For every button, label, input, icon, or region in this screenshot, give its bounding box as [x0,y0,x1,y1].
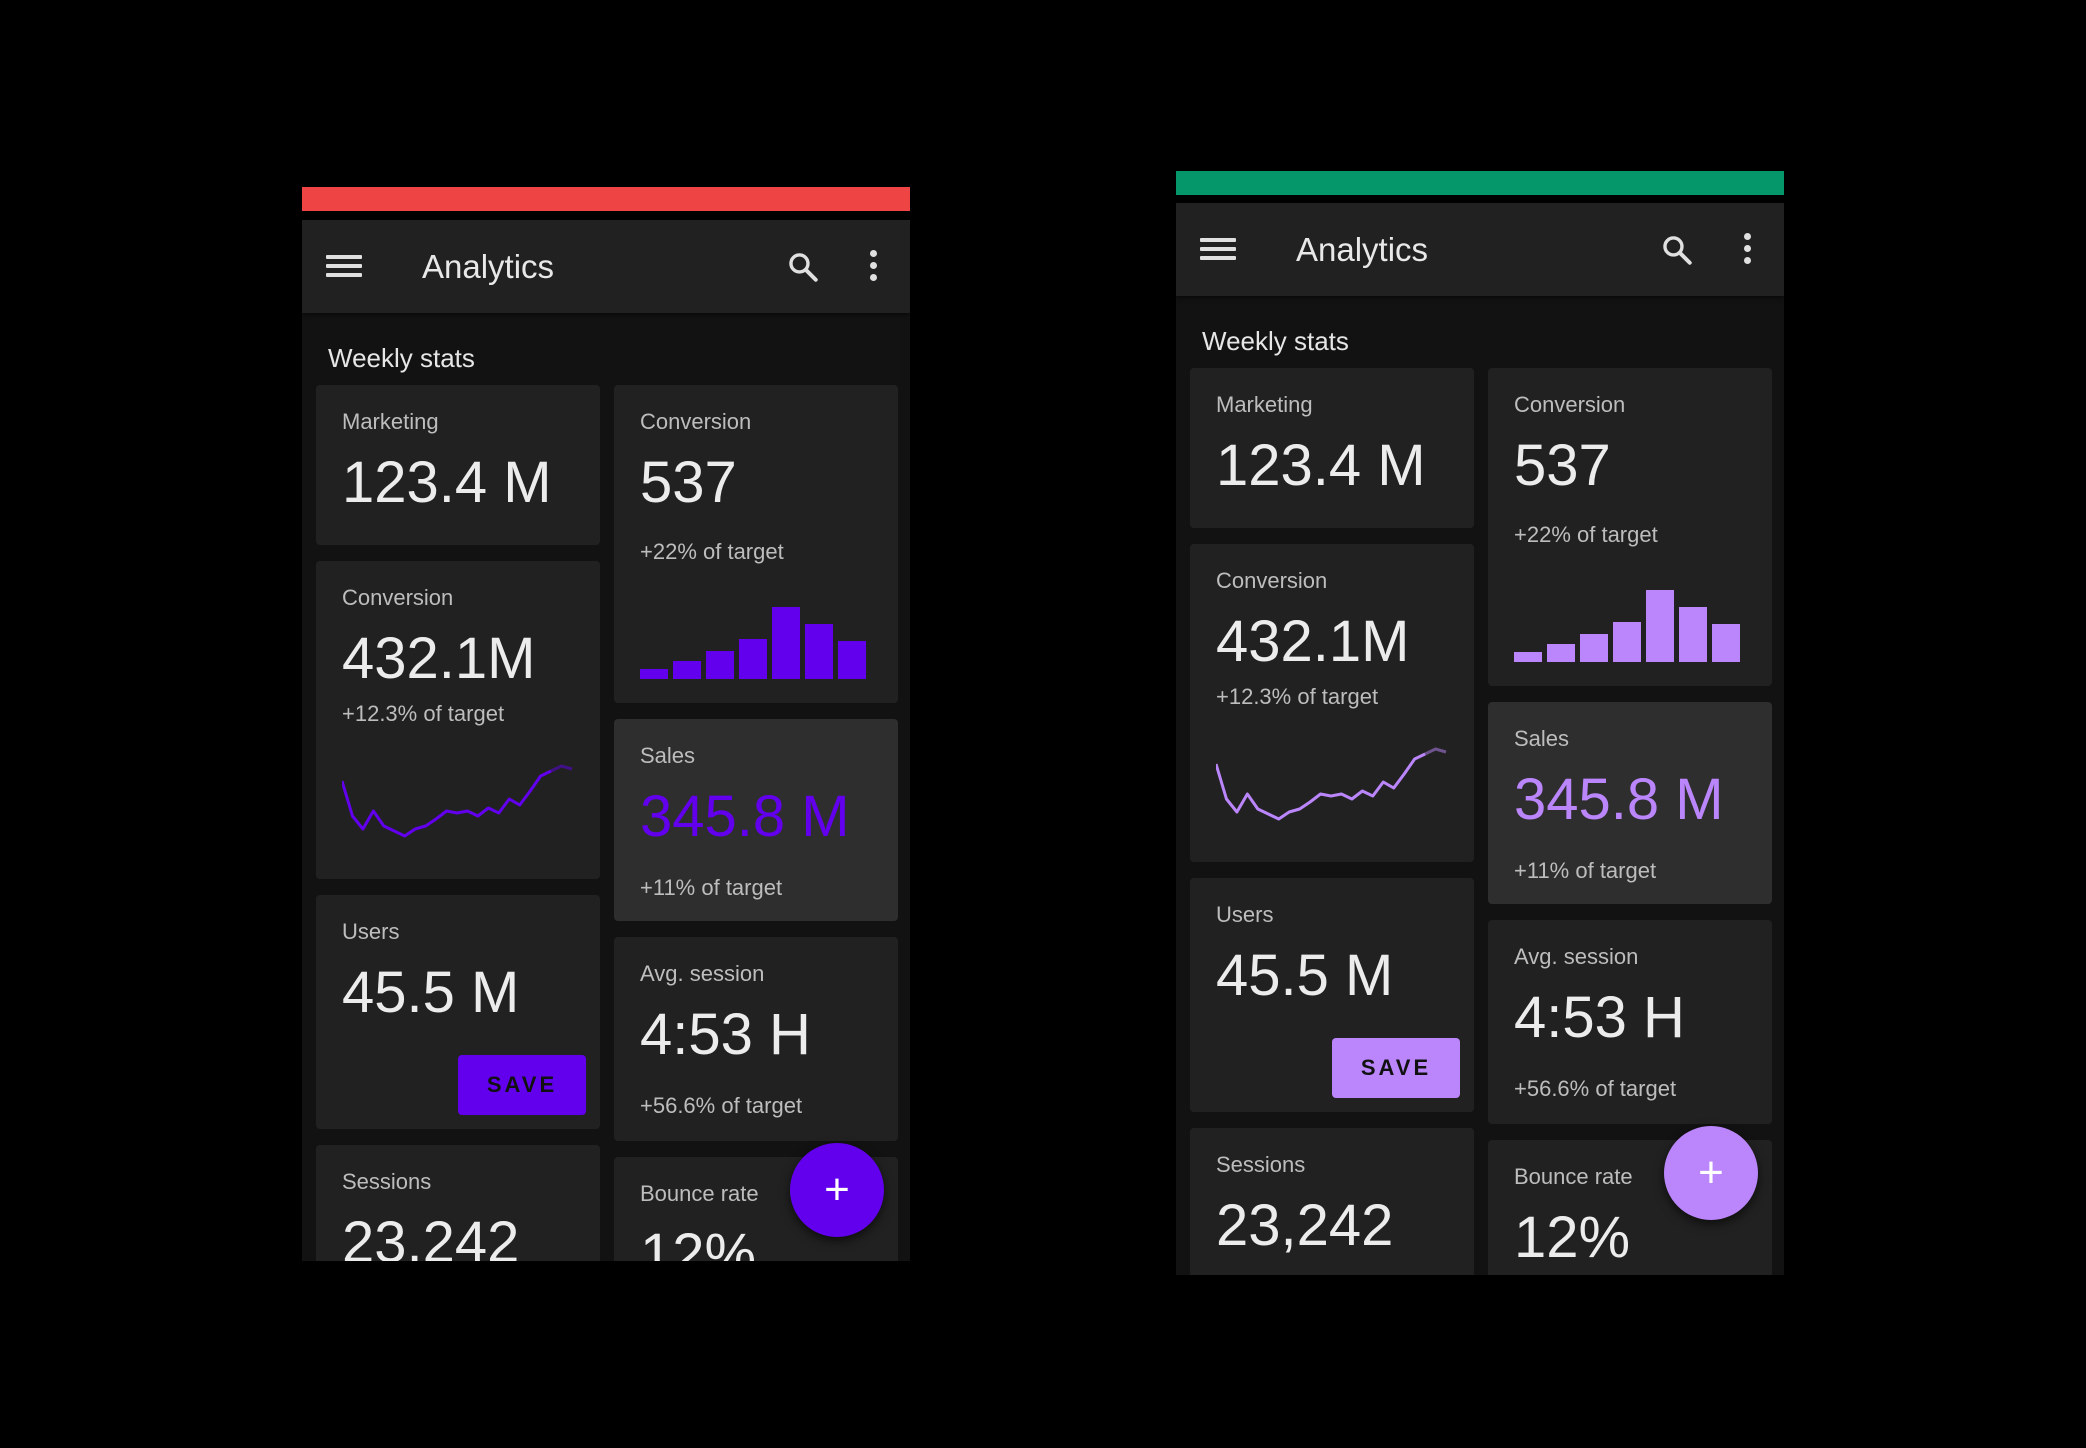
bar-3 [739,639,767,679]
users-card[interactable]: Users 45.5 M SAVE [316,895,600,1129]
marketing-card[interactable]: Marketing 123.4 M [1190,368,1474,528]
conversion-line-card[interactable]: Conversion 432.1M +12.3% of target [316,561,600,879]
search-icon[interactable] [1660,233,1694,267]
more-vert-icon[interactable] [870,250,878,284]
bar-0 [640,669,668,679]
left-theme-indicator [302,187,910,211]
conversion-bars-card[interactable]: Conversion 537 +22% of target [614,385,898,703]
avg-session-card[interactable]: Avg. session 4:53 H +56.6% of target [1488,920,1772,1124]
card-value: 345.8 M [1514,767,1724,832]
card-value: 23,242 [1216,1193,1394,1258]
card-subtext: +12.3% of target [342,701,505,726]
users-card[interactable]: Users 45.5 M SAVE [1190,878,1474,1112]
bar-4 [772,607,800,679]
card-label: Avg. session [640,961,765,986]
card-subtext: +56.6% of target [1514,1076,1677,1101]
card-label: Conversion [640,409,752,434]
conversion-sparkline [342,764,573,838]
card-label: Conversion [1514,392,1626,417]
card-label: Sales [640,743,696,768]
bar-2 [706,651,734,679]
bar-5 [1679,607,1707,662]
card-label: Bounce rate [640,1181,759,1206]
save-button[interactable]: SAVE [458,1055,586,1115]
card-value: 537 [640,450,737,515]
card-subtext: +56.6% of target [640,1093,803,1118]
card-label: Marketing [342,409,439,434]
right-phone-screen: Analytics Weekly stats Marketing 123.4 M… [1176,203,1784,1275]
card-value: 432.1M [342,626,536,691]
card-subtext: +22% of target [640,539,784,564]
card-label: Users [342,919,400,944]
app-bar: Analytics [302,220,910,313]
avg-session-card[interactable]: Avg. session 4:53 H +56.6% of target [614,937,898,1141]
card-value: 45.5 M [1216,943,1394,1008]
card-value: 345.8 M [640,784,850,849]
plus-icon: + [824,1165,850,1214]
bar-4 [1646,590,1674,662]
card-subtext: +12.3% of target [1216,684,1379,709]
section-title: Weekly stats [1202,326,1349,356]
bar-3 [1613,622,1641,662]
right-theme-indicator [1176,171,1784,195]
conversion-line-card[interactable]: Conversion 432.1M +12.3% of target [1190,544,1474,862]
card-label: Users [1216,902,1274,927]
card-label: Conversion [1216,568,1328,593]
app-title: Analytics [1296,230,1429,268]
bar-2 [1580,634,1608,662]
card-value: 12% [640,1222,757,1261]
card-subtext: +11% of target [640,875,783,900]
app-title: Analytics [422,247,555,285]
left-phone-screen: Analytics Weekly stats Marketing 123.4 M… [302,220,910,1261]
bar-5 [805,624,833,679]
sales-card[interactable]: Sales 345.8 M +11% of target [614,719,898,921]
add-fab[interactable]: + [1664,1126,1758,1220]
card-value: 537 [1514,433,1611,498]
card-value: 45.5 M [342,960,520,1025]
card-value: 123.4 M [1216,433,1426,498]
menu-icon[interactable] [326,250,362,282]
sessions-card[interactable]: Sessions 23,242 [316,1145,600,1261]
conversion-sparkline [1216,747,1447,821]
conversion-bar-chart [640,599,874,679]
marketing-card[interactable]: Marketing 123.4 M [316,385,600,545]
conversion-bars-card[interactable]: Conversion 537 +22% of target [1488,368,1772,686]
card-label: Conversion [342,585,454,610]
bar-1 [673,661,701,679]
search-icon[interactable] [786,250,820,284]
sales-card[interactable]: Sales 345.8 M +11% of target [1488,702,1772,904]
bar-1 [1547,644,1575,662]
card-value: 12% [1514,1205,1631,1270]
section-title: Weekly stats [328,343,475,373]
menu-icon[interactable] [1200,233,1236,265]
card-value: 23,242 [342,1210,520,1261]
bar-6 [1712,624,1740,662]
card-value: 4:53 H [1514,985,1685,1050]
card-label: Marketing [1216,392,1313,417]
card-value: 432.1M [1216,609,1410,674]
card-label: Bounce rate [1514,1164,1633,1189]
sessions-card[interactable]: Sessions 23,242 [1190,1128,1474,1275]
card-value: 4:53 H [640,1002,811,1067]
card-label: Avg. session [1514,944,1639,969]
card-label: Sales [1514,726,1570,751]
add-fab[interactable]: + [790,1143,884,1237]
card-label: Sessions [1216,1152,1306,1177]
card-value: 123.4 M [342,450,552,515]
bar-0 [1514,652,1542,662]
app-bar: Analytics [1176,203,1784,296]
plus-icon: + [1698,1148,1724,1197]
card-subtext: +22% of target [1514,522,1658,547]
bar-6 [838,641,866,679]
card-label: Sessions [342,1169,432,1194]
conversion-bar-chart [1514,582,1748,662]
card-subtext: +11% of target [1514,858,1657,883]
more-vert-icon[interactable] [1744,233,1752,267]
save-button[interactable]: SAVE [1332,1038,1460,1098]
